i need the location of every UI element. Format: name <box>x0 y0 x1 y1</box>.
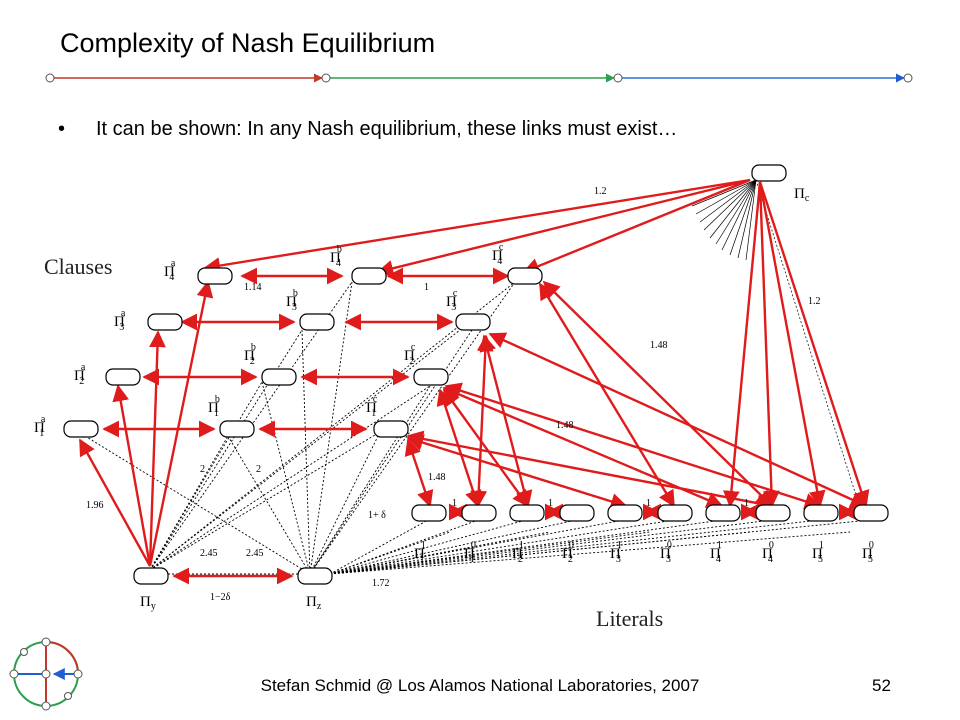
svg-text:1.96: 1.96 <box>86 500 104 511</box>
svg-text:1: 1 <box>744 498 749 509</box>
svg-text:Πa3: Πa 3 <box>114 308 126 333</box>
node-pi-a2 <box>105 368 141 386</box>
node-pi-lit-5-1 <box>803 504 839 522</box>
svg-text:1.72: 1.72 <box>372 578 390 589</box>
node-pi-a1 <box>63 420 99 438</box>
svg-text:Π02: Π0 2 <box>562 540 574 565</box>
svg-text:2.45: 2.45 <box>246 548 264 559</box>
svg-text:Π14: Π1 4 <box>710 540 722 565</box>
literals-label: Literals <box>596 606 663 631</box>
node-pi-z <box>297 567 333 585</box>
header-rule <box>45 73 913 83</box>
node-pi-b2 <box>261 368 297 386</box>
svg-text:Πb4: Πb 4 <box>330 244 342 269</box>
svg-text:2.45: 2.45 <box>200 548 218 559</box>
svg-text:1.48: 1.48 <box>650 340 668 351</box>
node-pi-b3 <box>299 313 335 331</box>
svg-text:Πc2: Πc 2 <box>404 342 416 367</box>
node-pi-c2 <box>413 368 449 386</box>
svg-text:1−2δ: 1−2δ <box>210 592 231 603</box>
svg-text:Π01: Π0 1 <box>464 540 476 565</box>
svg-text:Π05: Π0 5 <box>862 540 874 565</box>
svg-text:1: 1 <box>424 282 429 293</box>
node-pi-lit-1-1 <box>411 504 447 522</box>
node-pi-a4 <box>197 267 233 285</box>
svg-text:Πc1: Πc 1 <box>366 394 378 419</box>
svg-text:Πa1: Πa 1 <box>34 414 46 439</box>
svg-text:Πy: Πy <box>140 594 156 612</box>
slide-title: Complexity of Nash Equilibrium <box>60 28 436 58</box>
svg-text:Π11: Π1 1 <box>414 540 426 565</box>
svg-text:Πc3: Πc 3 <box>446 288 458 313</box>
node-labels: Πc Πa 4 Πb 4 Πc 4 Πa 3 Πb 3 Πc 3 Πa 2 Πb 2 Πc 2 Π… <box>34 186 874 612</box>
svg-text:Π13: Π1 3 <box>610 540 622 565</box>
svg-text:1.14: 1.14 <box>244 282 262 293</box>
svg-text:Π12: Π1 2 <box>512 540 524 565</box>
clauses-label: Clauses <box>44 254 112 279</box>
institution-logo <box>9 637 83 711</box>
svg-text:1.2: 1.2 <box>594 186 607 197</box>
svg-text:Πc: Πc <box>794 186 810 204</box>
bullet-text: It can be shown: In any Nash equilibrium… <box>96 118 678 140</box>
node-pi-b4 <box>351 267 387 285</box>
node-pi-lit-3-1 <box>607 504 643 522</box>
bullet-symbol: • <box>58 118 66 140</box>
node-pi-c3 <box>455 313 491 331</box>
node-pi-y <box>133 567 169 585</box>
svg-text:Πa4: Πa 4 <box>164 258 176 283</box>
nash-links <box>78 178 870 585</box>
svg-text:1.48: 1.48 <box>556 420 574 431</box>
node-pi-lit-4-0 <box>755 504 791 522</box>
bullet-point: • It can be shown: In any Nash equilibriu… <box>58 118 677 141</box>
page-number: 52 <box>872 676 891 695</box>
svg-text:1.2: 1.2 <box>808 296 821 307</box>
svg-text:2: 2 <box>200 464 205 475</box>
node-pi-a3 <box>147 313 183 331</box>
node-pi-b1 <box>219 420 255 438</box>
node-pi-lit-3-0 <box>657 504 693 522</box>
svg-text:Πb1: Πb 1 <box>208 394 220 419</box>
svg-text:1: 1 <box>548 498 553 509</box>
svg-text:Πc4: Πc 4 <box>492 242 504 267</box>
svg-text:Πb3: Πb 3 <box>286 288 298 313</box>
svg-text:Πb2: Πb 2 <box>244 342 256 367</box>
node-pi-lit-4-1 <box>705 504 741 522</box>
footer-text: Stefan Schmid @ Los Alamos National Labo… <box>260 676 700 695</box>
dashed-z-literals <box>329 519 871 575</box>
svg-text:1: 1 <box>646 498 651 509</box>
svg-text:Π15: Π1 5 <box>812 540 824 565</box>
svg-text:Πz: Πz <box>306 594 322 612</box>
node-pi-lit-2-1 <box>509 504 545 522</box>
node-pi-lit-2-0 <box>559 504 595 522</box>
node-pi-c <box>751 164 787 182</box>
node-pi-lit-5-0 <box>853 504 889 522</box>
nodes <box>63 164 889 585</box>
svg-text:1.48: 1.48 <box>428 472 446 483</box>
edge-weight-labels: 1.2 1.2 1.14 1 1.48 1.48 1.48 1 1 1 1 1+… <box>86 186 821 603</box>
node-pi-c4 <box>507 267 543 285</box>
svg-text:Π04: Π0 4 <box>762 540 774 565</box>
svg-text:Πa2: Πa 2 <box>74 362 86 387</box>
node-pi-c1 <box>373 420 409 438</box>
svg-text:1: 1 <box>452 498 457 509</box>
svg-text:1+ δ: 1+ δ <box>368 510 386 521</box>
svg-text:2: 2 <box>256 464 261 475</box>
node-pi-lit-1-0 <box>461 504 497 522</box>
svg-text:Π03: Π0 3 <box>660 540 672 565</box>
